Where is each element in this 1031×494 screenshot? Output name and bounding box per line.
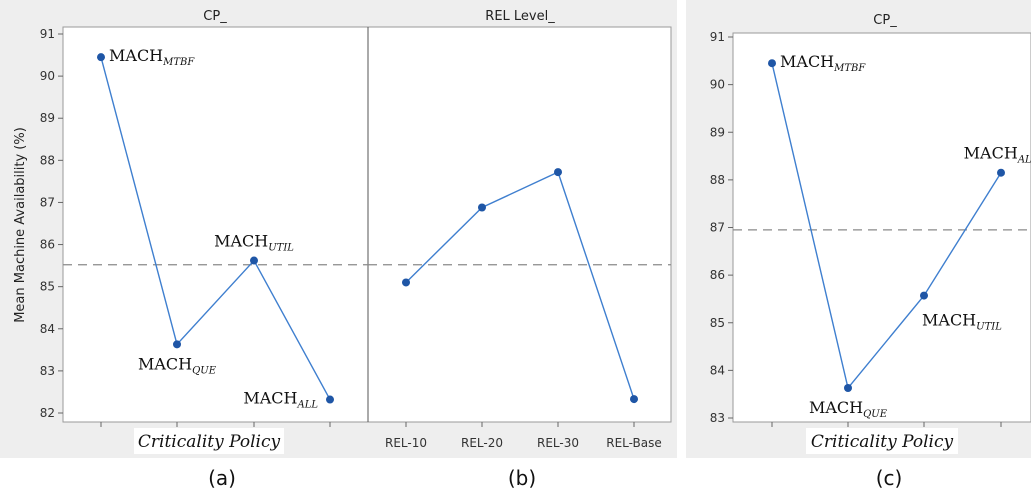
- panel-a-series-line: [100, 56, 331, 400]
- caption-a: (a): [208, 466, 236, 490]
- panel-a-ytick-label: 82: [40, 406, 55, 420]
- panel-c-xtitle-box: [806, 428, 958, 454]
- panel-c-ytick-label: 90: [710, 78, 725, 92]
- panel-c-ytick-label: 86: [710, 268, 725, 282]
- panel-b-series-line: [405, 171, 635, 400]
- annotation-subscript: UTIL: [976, 322, 1002, 333]
- panel-c-series-line: [771, 63, 1002, 390]
- panel-c-ytick-label: 91: [710, 30, 725, 44]
- panel-c-ytick-label: 85: [710, 316, 725, 330]
- caption-c: (c): [876, 466, 903, 490]
- panel-a-ytick-label: 84: [40, 322, 55, 336]
- panel-a-ytick-label: 91: [40, 27, 55, 41]
- panel-c-ytick-label: 84: [710, 363, 725, 377]
- panel-c-data-point: [920, 291, 928, 300]
- panel-a-data-point: [97, 53, 105, 62]
- panel-a-ytick-label: 90: [40, 69, 55, 83]
- panel-a-xtitle: Criticality Policy: [138, 432, 281, 452]
- annotation-subscript: QUE: [863, 409, 888, 420]
- y-axis-label: Mean Machine Availability (%): [13, 127, 28, 323]
- panel-a-ytick-label: 85: [40, 280, 55, 294]
- panel-b-xtick-label: REL-30: [537, 436, 579, 450]
- panel-b-xtick-label: REL-20: [461, 436, 503, 450]
- panel-c-xtitle: Criticality Policy: [811, 432, 954, 452]
- annotation-subscript: MTBF: [833, 63, 866, 74]
- panel-c-ytick-label: 87: [710, 221, 725, 235]
- annotation-subscript: UTIL: [268, 243, 294, 254]
- panel-c-ytick-label: 89: [710, 125, 725, 139]
- panel-c-data-point: [844, 383, 852, 392]
- panel-a-ytick-label: 89: [40, 111, 55, 125]
- panel-a-xtitle-box: [134, 428, 284, 454]
- panel-b-data-point: [630, 395, 638, 404]
- panel-a-ytick-label: 83: [40, 364, 55, 378]
- panel-c-data-point: [997, 168, 1005, 177]
- annotation-subscript: ALL: [1017, 155, 1031, 166]
- panel-c-header: CP_: [873, 13, 897, 28]
- panel-b-data-point: [402, 278, 410, 287]
- panel-c-point-annotation: MACHALL: [964, 144, 1031, 166]
- panel-b-data-point: [554, 168, 562, 177]
- panel-b-xtick-label: REL-10: [385, 436, 427, 450]
- panel-b-xtick-label: REL-Base: [606, 436, 662, 450]
- panel-c-data-point: [768, 59, 776, 68]
- panel-b-data-point: [478, 203, 486, 212]
- panel-a-header: CP_: [203, 9, 227, 24]
- caption-b: (b): [508, 466, 536, 490]
- panel-b-header: REL Level_: [485, 9, 555, 24]
- annotation-subscript: ALL: [296, 400, 318, 411]
- panel-a-ytick-label: 88: [40, 153, 55, 167]
- panel-a-plot-area: [62, 26, 369, 423]
- panel-a-ytick-label: 86: [40, 238, 55, 252]
- panel-c-plot-area: [732, 32, 1031, 423]
- panel-a-data-point: [173, 340, 181, 349]
- panel-a-ytick-label: 87: [40, 195, 55, 209]
- panel-a-data-point: [250, 256, 258, 265]
- annotation-subscript: MTBF: [162, 57, 195, 68]
- panel-b-plot-area: [367, 26, 672, 423]
- panel-c-ytick-label: 88: [710, 173, 725, 187]
- annotation-subscript: QUE: [192, 365, 217, 376]
- panel-a-data-point: [326, 395, 334, 404]
- panel-c-ytick-label: 83: [710, 411, 725, 425]
